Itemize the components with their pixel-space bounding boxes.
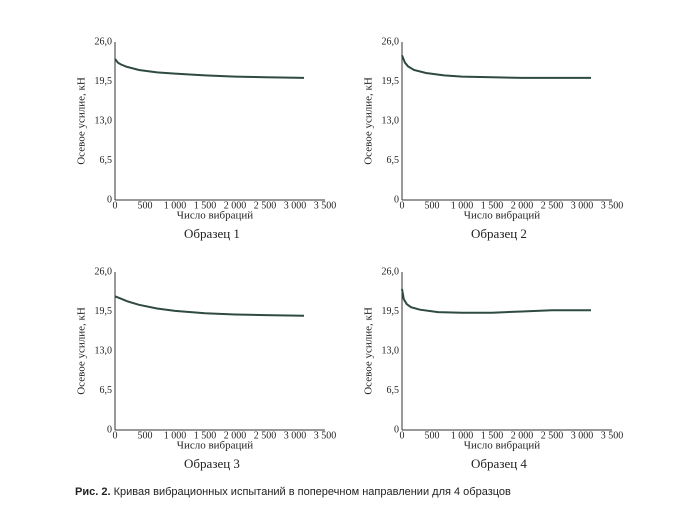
y-tick-label: 19,5 <box>95 76 113 87</box>
x-tick-label: 2 500 <box>254 200 277 211</box>
x-tick-label: 2 000 <box>224 200 247 211</box>
x-tick-label: 3 000 <box>284 430 307 441</box>
y-tick-label: 26,0 <box>382 266 400 277</box>
x-tick-label: 2 000 <box>511 430 534 441</box>
y-tick-label: 0 <box>394 424 399 435</box>
x-tick-label: 3 500 <box>314 200 337 211</box>
caption: Рис. 2. Кривая вибрационных испытаний в … <box>75 486 511 498</box>
x-tick-label: 500 <box>425 430 440 441</box>
x-axis-label: Число вибраций <box>177 210 253 222</box>
data-line <box>401 288 591 314</box>
x-tick-label: 1 500 <box>481 200 504 211</box>
y-tick-label: 13,0 <box>95 345 113 356</box>
y-tick-label: 6,5 <box>387 155 400 166</box>
x-tick-label: 1 000 <box>164 200 187 211</box>
caption-label: Рис. 2. <box>75 486 111 498</box>
x-tick-label: 2 500 <box>541 200 564 211</box>
y-tick-label: 13,0 <box>95 115 113 126</box>
y-tick-label: 26,0 <box>95 266 113 277</box>
y-tick-label: 0 <box>107 194 112 205</box>
x-tick-label: 3 500 <box>601 200 624 211</box>
x-tick-label: 0 <box>400 200 405 211</box>
x-tick-label: 500 <box>138 200 153 211</box>
y-axis-label: Осевое усилие, кН <box>363 307 375 395</box>
x-tick-label: 1 000 <box>164 430 187 441</box>
y-tick-label: 19,5 <box>382 76 400 87</box>
x-tick-label: 3 000 <box>571 430 594 441</box>
x-tick-label: 2 000 <box>224 430 247 441</box>
x-tick-label: 1 500 <box>481 430 504 441</box>
y-tick-label: 6,5 <box>100 155 113 166</box>
x-tick-label: 3 000 <box>284 200 307 211</box>
y-tick-label: 6,5 <box>387 385 400 396</box>
caption-text: Кривая вибрационных испытаний в поперечн… <box>114 486 511 498</box>
data-line <box>114 58 305 79</box>
x-axis-label: Число вибраций <box>464 440 540 452</box>
x-axis-label: Число вибраций <box>464 210 540 222</box>
panel-title: Образец 3 <box>184 456 240 471</box>
x-tick-label: 0 <box>113 200 118 211</box>
x-tick-label: 1 000 <box>451 430 474 441</box>
x-tick-label: 500 <box>138 430 153 441</box>
y-tick-label: 19,5 <box>95 306 113 317</box>
panel-title: Образец 1 <box>184 226 240 241</box>
y-tick-label: 13,0 <box>382 115 400 126</box>
x-tick-label: 0 <box>113 430 118 441</box>
x-tick-label: 3 000 <box>571 200 594 211</box>
y-axis-label: Осевое усилие, кН <box>76 77 88 165</box>
x-tick-label: 2 500 <box>541 430 564 441</box>
y-tick-label: 19,5 <box>382 306 400 317</box>
data-line <box>401 55 591 79</box>
x-tick-label: 1 500 <box>194 430 217 441</box>
y-tick-label: 6,5 <box>100 385 113 396</box>
panel-title: Образец 2 <box>471 226 527 241</box>
data-line <box>114 295 305 317</box>
x-tick-label: 2 000 <box>511 200 534 211</box>
x-tick-label: 2 500 <box>254 430 277 441</box>
y-axis-label: Осевое усилие, кН <box>363 77 375 165</box>
y-tick-label: 13,0 <box>382 345 400 356</box>
x-tick-label: 3 500 <box>314 430 337 441</box>
y-tick-label: 26,0 <box>382 36 400 47</box>
y-tick-label: 0 <box>394 194 399 205</box>
y-tick-label: 26,0 <box>95 36 113 47</box>
x-axis-label: Число вибраций <box>177 440 253 452</box>
panel-title: Образец 4 <box>471 456 527 471</box>
x-tick-label: 1 000 <box>451 200 474 211</box>
x-tick-label: 3 500 <box>601 430 624 441</box>
x-tick-label: 1 500 <box>194 200 217 211</box>
x-tick-label: 0 <box>400 430 405 441</box>
x-tick-label: 500 <box>425 200 440 211</box>
y-tick-label: 0 <box>107 424 112 435</box>
y-axis-label: Осевое усилие, кН <box>76 307 88 395</box>
